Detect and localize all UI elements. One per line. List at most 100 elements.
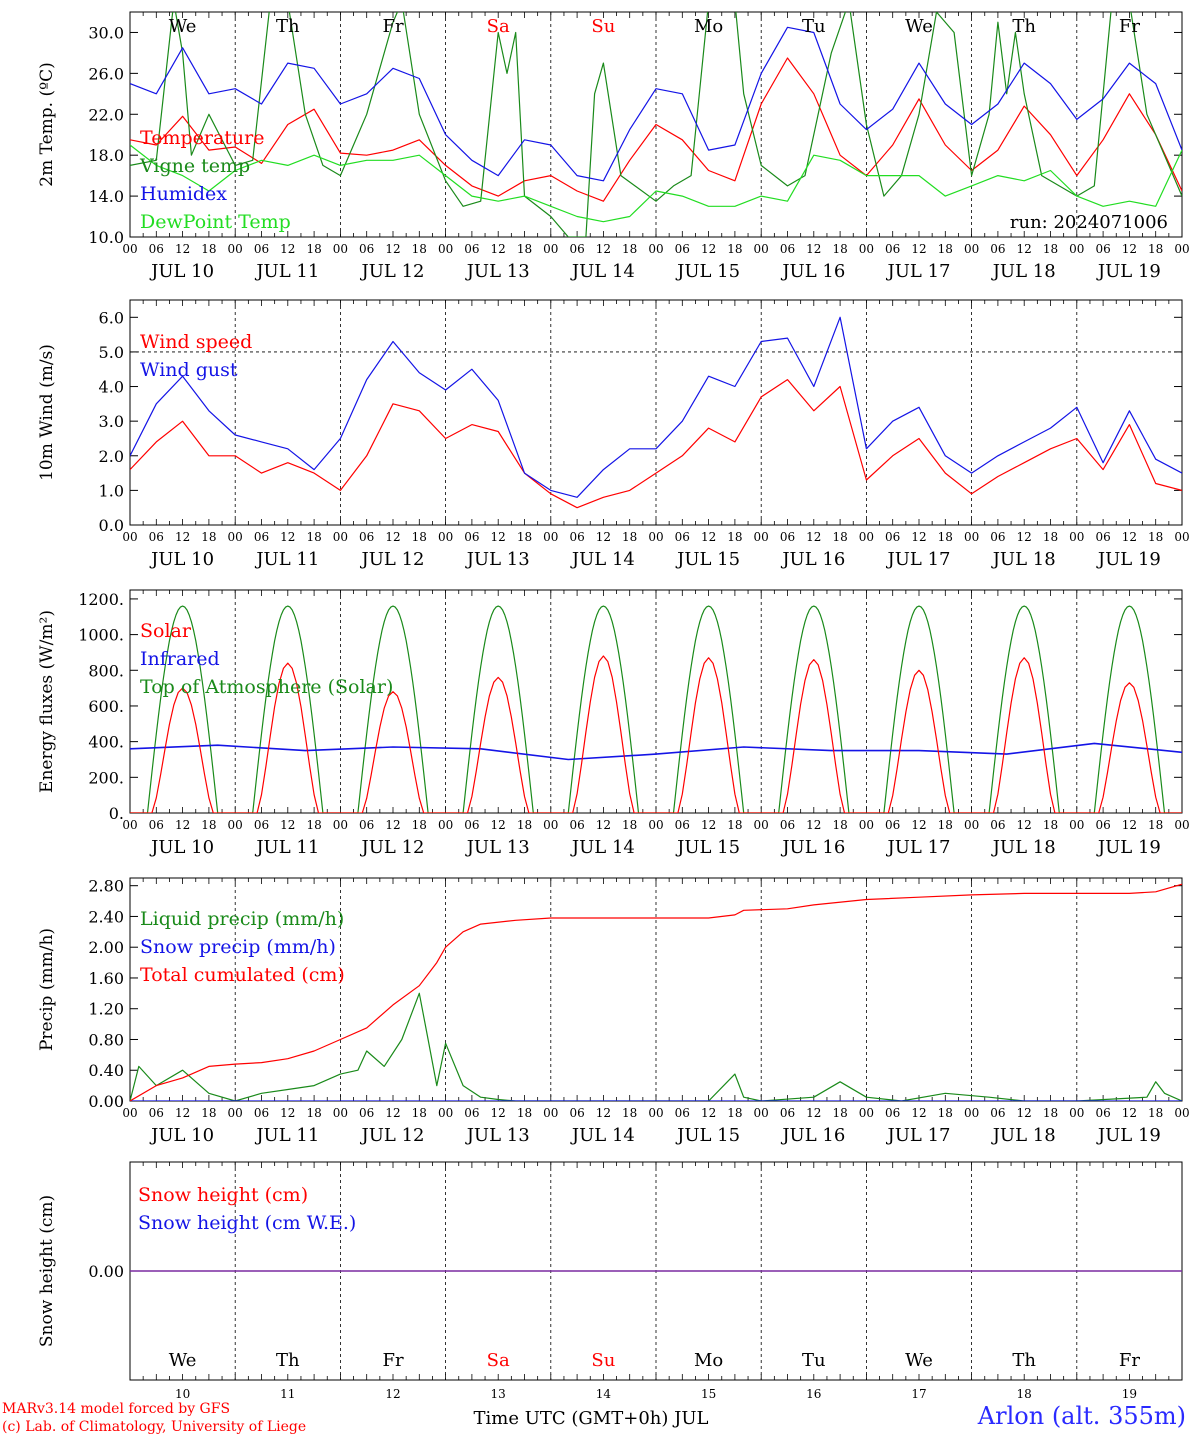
station-label: Arlon (alt. 355m) xyxy=(977,1402,1186,1430)
y-tick-label: 2.0 xyxy=(99,447,124,466)
credit-lab: (c) Lab. of Climatology, University of L… xyxy=(2,1419,307,1435)
x-date-label: JUL 14 xyxy=(570,1125,635,1146)
y-axis-label: Energy fluxes (W/m²) xyxy=(37,610,57,793)
x-hour-label: 00 xyxy=(228,530,243,544)
x-date-label: JUL 10 xyxy=(149,1125,214,1146)
y-tick-label: 0.0 xyxy=(99,516,124,535)
x-hour-label: 06 xyxy=(464,530,479,544)
x-hour-label: 00 xyxy=(543,818,558,832)
x-hour-label: 06 xyxy=(569,1106,584,1120)
panel-3: 00 06 12 18 00 06 12 18 00 06 12 18 00 06 12 18 00 06 12 18… xyxy=(37,589,1190,858)
x-hour-label: 12 xyxy=(1122,530,1137,544)
x-hour-label: 12 xyxy=(280,1106,295,1120)
x-date-label: JUL 15 xyxy=(675,1125,740,1146)
x-hour-label: 18 xyxy=(622,1106,637,1120)
x-date-label: JUL 13 xyxy=(465,549,530,570)
x-date-label: JUL 12 xyxy=(360,261,425,282)
x-hour-label: 12 xyxy=(701,242,716,256)
x-hour-label: 12 xyxy=(701,530,716,544)
x-hour-label: 00 xyxy=(543,242,558,256)
x-hour-label: 18 xyxy=(832,818,847,832)
x-hour-label: 12 xyxy=(701,1106,716,1120)
x-hour-label: 18 xyxy=(938,818,953,832)
x-hour-label: 12 xyxy=(1017,530,1032,544)
x-date-label: JUL 12 xyxy=(360,837,425,858)
weekday-label: We xyxy=(905,16,933,37)
x-hour-label: 06 xyxy=(149,530,164,544)
x-hour-label: 12 xyxy=(806,530,821,544)
x-hour-label: 06 xyxy=(1095,242,1110,256)
x-hour-label: 12 xyxy=(596,818,611,832)
x-hour-label: 12 xyxy=(175,818,190,832)
x-hour-label: 00 xyxy=(754,1106,769,1120)
x-date-label: JUL 15 xyxy=(675,837,740,858)
y-tick-label: 600. xyxy=(88,697,124,716)
x-date-label: JUL 16 xyxy=(780,549,845,570)
x-hour-label: 00 xyxy=(1174,1106,1189,1120)
x-date-label: JUL 15 xyxy=(675,261,740,282)
x-hour-label: 06 xyxy=(254,818,269,832)
x-hour-label: 00 xyxy=(648,530,663,544)
x-hour-label: 06 xyxy=(780,818,795,832)
x-hour-label: 06 xyxy=(359,818,374,832)
x-hour-label: 18 xyxy=(517,818,532,832)
x-date-label: JUL 16 xyxy=(780,1125,845,1146)
y-tick-label: 0.00 xyxy=(88,1092,124,1111)
x-hour-label: 12 xyxy=(806,242,821,256)
x-date-label: JUL 16 xyxy=(780,837,845,858)
x-hour-label: 06 xyxy=(359,1106,374,1120)
x-hour-label: 00 xyxy=(333,242,348,256)
x-hour-label: 18 xyxy=(1043,242,1058,256)
x-hour-label: 06 xyxy=(675,530,690,544)
x-date-label: JUL 11 xyxy=(254,837,319,858)
series-line xyxy=(130,742,1182,761)
x-hour-label: 06 xyxy=(1095,818,1110,832)
x-date-label: JUL 13 xyxy=(465,837,530,858)
day-number-label: 18 xyxy=(1017,1387,1032,1401)
day-number-label: 16 xyxy=(806,1387,821,1401)
x-date-label: JUL 18 xyxy=(991,1125,1056,1146)
y-tick-label: 0.40 xyxy=(88,1061,124,1080)
x-hour-label: 18 xyxy=(832,242,847,256)
x-hour-label: 18 xyxy=(1043,818,1058,832)
x-hour-label: 00 xyxy=(333,530,348,544)
x-hour-label: 12 xyxy=(701,818,716,832)
x-hour-label: 18 xyxy=(306,530,321,544)
x-hour-label: 00 xyxy=(1174,242,1189,256)
x-hour-label: 18 xyxy=(1148,1106,1163,1120)
weekday-label: Fr xyxy=(1119,1350,1140,1371)
x-date-label: JUL 11 xyxy=(254,261,319,282)
x-hour-label: 12 xyxy=(1017,818,1032,832)
x-hour-label: 12 xyxy=(175,1106,190,1120)
x-hour-label: 00 xyxy=(859,1106,874,1120)
x-date-label: JUL 14 xyxy=(570,549,635,570)
x-hour-label: 12 xyxy=(491,242,506,256)
y-tick-label: 14.0 xyxy=(88,187,124,206)
x-date-label: JUL 14 xyxy=(570,837,635,858)
x-hour-label: 18 xyxy=(201,242,216,256)
x-axis-label: Time UTC (GMT+0h) JUL xyxy=(474,1408,709,1429)
weekday-label: Sa xyxy=(487,16,510,37)
x-hour-label: 00 xyxy=(964,818,979,832)
x-hour-label: 18 xyxy=(832,530,847,544)
y-tick-label: 10.0 xyxy=(88,228,124,247)
x-hour-label: 12 xyxy=(911,242,926,256)
weekday-label: We xyxy=(905,1350,933,1371)
x-hour-label: 12 xyxy=(1017,1106,1032,1120)
x-hour-label: 06 xyxy=(990,818,1005,832)
series-line xyxy=(130,12,1182,237)
series-line xyxy=(130,26,1182,182)
panel-2: 00 06 12 18 00 06 12 18 00 06 12 18 00 06 12 18 00 06 12 18… xyxy=(37,299,1190,570)
y-tick-label: 1200. xyxy=(78,590,124,609)
day-number-label: 10 xyxy=(175,1387,190,1401)
x-hour-label: 00 xyxy=(1069,818,1084,832)
x-date-label: JUL 11 xyxy=(254,1125,319,1146)
x-hour-label: 06 xyxy=(149,242,164,256)
legend-label: Temperature xyxy=(140,127,264,149)
x-hour-label: 06 xyxy=(885,1106,900,1120)
y-tick-label: 1.0 xyxy=(99,481,124,500)
legend-label: Top of Atmosphere (Solar) xyxy=(140,676,393,698)
x-date-label: JUL 10 xyxy=(149,549,214,570)
x-hour-label: 12 xyxy=(911,530,926,544)
x-hour-label: 06 xyxy=(1095,530,1110,544)
